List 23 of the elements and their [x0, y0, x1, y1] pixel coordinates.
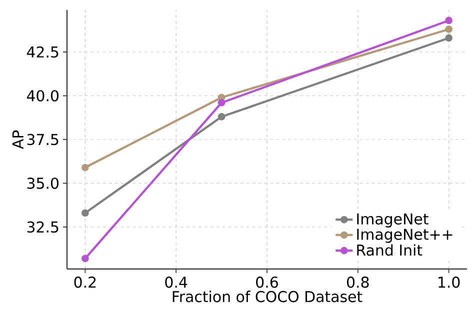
y-axis-title: AP: [12, 130, 24, 150]
point: [445, 26, 452, 33]
y-tick-label: 37.5: [27, 134, 58, 146]
point: [81, 164, 89, 172]
x-tick-label: 1.0: [438, 276, 460, 288]
x-tick-label: 0.4: [165, 276, 188, 288]
legend-label: Rand Init: [357, 244, 422, 256]
y-tick-label: 32.5: [27, 221, 58, 233]
y-tick-label: 40.0: [26, 90, 58, 102]
point: [445, 34, 452, 42]
point: [81, 209, 89, 217]
x-tick-label: 0.6: [256, 276, 278, 288]
x-tick-label: 0.8: [347, 276, 369, 288]
y-tick-label: 42.5: [26, 46, 58, 58]
legend-label: ImageNet++: [357, 228, 452, 243]
legend-label: ImageNet: [357, 213, 428, 228]
point: [81, 254, 89, 262]
x-axis-title: Fraction of COCO Dataset: [172, 290, 362, 302]
x-tick-label: 0.2: [74, 276, 96, 288]
point: [218, 113, 226, 120]
point: [445, 16, 452, 24]
y-tick-label: 35.0: [27, 178, 58, 189]
point: [218, 99, 226, 106]
